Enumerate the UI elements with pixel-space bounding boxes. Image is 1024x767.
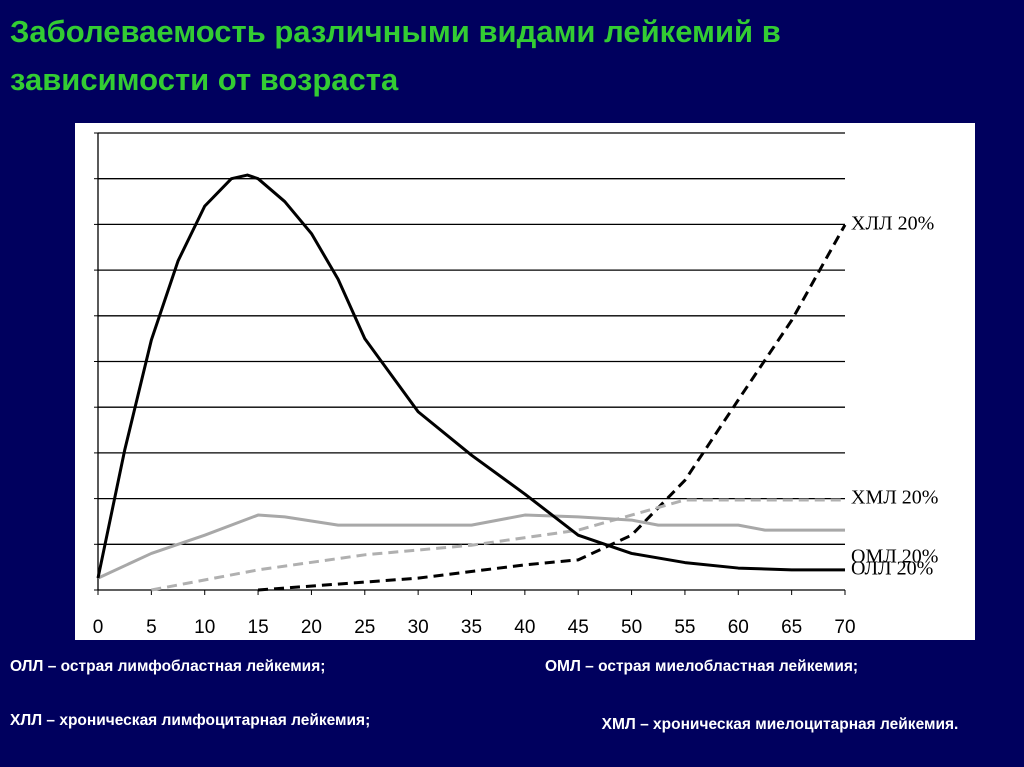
series-label: ХМЛ 20% [851,487,938,509]
series-label: ОМЛ 20% [851,546,938,568]
x-tick-label: 70 [834,617,855,638]
series-label: ХЛЛ 20% [851,212,934,234]
x-tick-label: 35 [461,617,482,638]
x-tick-label: 40 [514,617,535,638]
x-tick-label: 65 [781,617,802,638]
x-tick-label: 5 [146,617,157,638]
x-tick-label: 20 [301,617,322,638]
note: ОЛЛ – острая лимфобластная лейкемия; [10,658,326,675]
x-tick-label: 10 [194,617,215,638]
note: ОМЛ – острая миелобластная лейкемия; [545,658,859,675]
line [151,498,845,592]
note: ХЛЛ – хроническая лимфоцитарная лейкемия… [10,712,371,729]
series-label: ОЛЛ 20% [851,557,933,579]
x-tick-label: 25 [354,617,375,638]
x-tick-label: 45 [568,617,589,638]
x-tick-label: 60 [728,617,749,638]
x-tick-label: 30 [408,617,429,638]
line [96,173,845,579]
note: ХМЛ – хроническая миелоцитарная лейкемия… [601,716,959,733]
chart-title: Заболеваемость различными видами лейкеми… [10,14,781,97]
x-tick-label: 15 [248,617,269,638]
x-tick-label: 50 [621,617,642,638]
line [257,224,847,592]
line [97,513,845,580]
plot-background [75,123,975,640]
x-tick-label: 0 [93,617,104,638]
x-tick-label: 55 [674,617,695,638]
